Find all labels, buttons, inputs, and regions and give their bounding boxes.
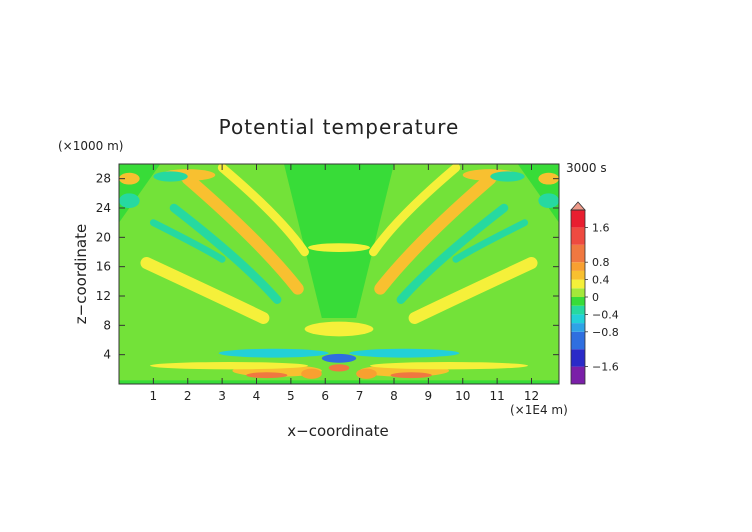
field-blob [321, 353, 357, 363]
field-blob [349, 348, 460, 358]
colorbar-segment [571, 323, 585, 332]
x-tick-label: 2 [184, 389, 192, 403]
x-unit-label: (×1E4 m) [510, 403, 568, 417]
y-tick-label: 24 [96, 201, 111, 215]
field-trough [284, 164, 394, 318]
y-axis-label: z−coordinate [72, 224, 90, 324]
colorbar: 1.6 0.8 0.4 0 −0.4 −0.8 −1.6 [570, 201, 619, 385]
colorbar-segment [571, 279, 585, 289]
field-band [374, 172, 497, 295]
x-tick-label: 7 [356, 389, 364, 403]
field-band [396, 203, 509, 304]
field-band [452, 219, 529, 263]
field-blob [246, 372, 288, 379]
colorbar-overflow-arrow [570, 201, 586, 211]
y-tick-label: 28 [96, 172, 111, 186]
contour-field [119, 164, 559, 384]
field-band [169, 203, 282, 304]
time-label: 3000 s [566, 161, 607, 175]
colorbar-segment [571, 227, 585, 245]
field-blob [304, 321, 374, 337]
field-band [369, 164, 461, 257]
colorbar-segment [571, 244, 585, 263]
x-tick-label: 10 [455, 389, 470, 403]
x-tick-label: 9 [425, 389, 433, 403]
colorbar-label: 0 [592, 291, 599, 304]
field-band [408, 256, 538, 325]
field-band [217, 164, 309, 257]
field-blob [153, 171, 188, 182]
y-unit-label: (×1000 m) [58, 139, 123, 153]
colorbar-segment [571, 349, 585, 367]
x-axis-label: x−coordinate [287, 422, 388, 440]
colorbar-label: 1.6 [592, 221, 610, 234]
x-tick-label: 1 [150, 389, 158, 403]
field-blob [538, 193, 559, 209]
field-blob [369, 362, 529, 370]
x-tick-label: 3 [218, 389, 226, 403]
field-blob [301, 368, 322, 379]
chart-title: Potential temperature [219, 115, 460, 139]
colorbar-label: 0.8 [592, 256, 610, 269]
colorbar-segment [571, 297, 585, 306]
plot-frame [118, 163, 560, 385]
field-blob [308, 243, 370, 253]
x-tick-label: 6 [321, 389, 329, 403]
x-tick-label: 11 [489, 389, 504, 403]
colorbar-label: −0.8 [592, 326, 619, 339]
field-band [149, 219, 226, 263]
field-blob [119, 193, 140, 209]
colorbar-segment [571, 305, 585, 315]
field-blob [538, 172, 559, 185]
y-tick-label: 16 [96, 260, 111, 274]
x-tick-label: 8 [390, 389, 398, 403]
colorbar-segment [571, 270, 585, 280]
colorbar-label: −1.6 [592, 361, 619, 374]
colorbar-segment [571, 262, 585, 271]
field-band [181, 172, 304, 295]
colorbar-segment [571, 288, 585, 297]
colorbar-segment [571, 331, 585, 350]
colorbar-label: 0.4 [592, 274, 610, 287]
field-blob [218, 348, 329, 358]
y-tick-label: 20 [96, 230, 111, 244]
colorbar-segment [571, 366, 585, 384]
y-tick-label: 4 [103, 348, 111, 362]
field-band [140, 256, 270, 325]
field-blob [328, 364, 350, 372]
x-tick-label: 12 [524, 389, 539, 403]
field-blob [356, 368, 377, 379]
field-blob [490, 171, 525, 182]
colorbar-label: −0.4 [592, 308, 619, 321]
field-blob [119, 172, 140, 185]
field-blob [390, 372, 432, 379]
colorbar-segment [571, 314, 585, 324]
x-tick-label: 4 [253, 389, 261, 403]
field-blob [149, 362, 309, 370]
y-tick-label: 12 [96, 289, 111, 303]
x-tick-label: 5 [287, 389, 295, 403]
y-tick-label: 8 [103, 318, 111, 332]
colorbar-segment [571, 210, 585, 228]
